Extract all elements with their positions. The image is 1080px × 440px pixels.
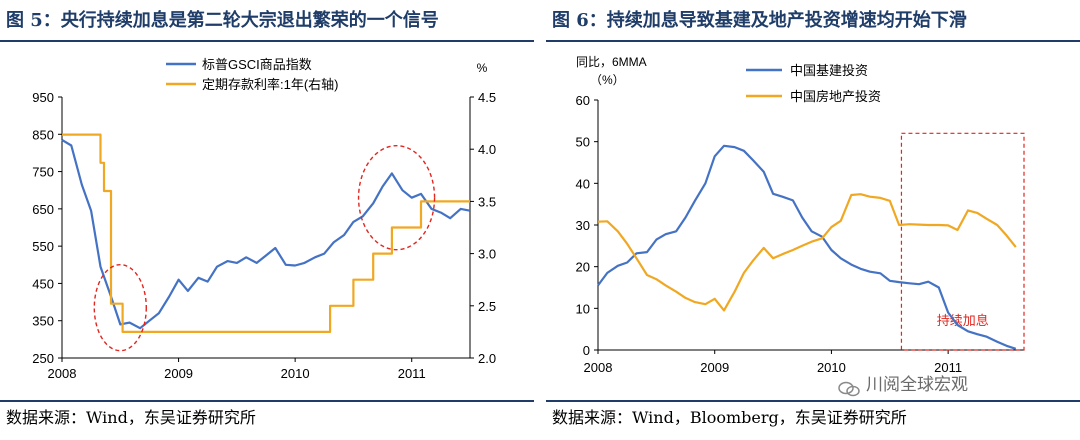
watermark: 川阅全球宏观 bbox=[838, 370, 1078, 400]
wechat-logo-icon bbox=[838, 377, 860, 397]
x-tick-label: 2008 bbox=[584, 360, 613, 375]
x-tick-label: 2009 bbox=[700, 360, 729, 375]
x-tick-label: 2008 bbox=[48, 366, 77, 381]
series-line-real-estate bbox=[597, 193, 1017, 312]
x-tick-label: 2010 bbox=[817, 360, 846, 375]
chart-title-right: 图 6：持续加息导致基建及地产投资增速均开始下滑 bbox=[552, 10, 967, 31]
x-tick-label: 2011 bbox=[398, 366, 426, 381]
y-right-unit: % bbox=[477, 61, 488, 75]
y-tick-label: 60 bbox=[576, 93, 590, 108]
series-line-infrastructure bbox=[597, 144, 1017, 350]
y-axis-label: 同比，6MMA bbox=[576, 55, 647, 69]
y-right-tick-label: 3.0 bbox=[478, 247, 496, 262]
y-tick-label: 40 bbox=[576, 176, 590, 191]
y-right-tick-label: 3.5 bbox=[478, 194, 496, 209]
source-note-left: 数据来源：Wind，东吴证券研究所 bbox=[6, 408, 256, 427]
legend-label: 中国基建投资 bbox=[790, 63, 868, 78]
annotation-label: 持续加息 bbox=[937, 313, 989, 328]
y-tick-label: 0 bbox=[583, 343, 590, 358]
legend-label: 标普GSCI商品指数 bbox=[202, 57, 312, 72]
watermark-text: 川阅全球宏观 bbox=[866, 375, 968, 395]
y-left-tick-label: 350 bbox=[32, 314, 54, 329]
chart-title-left: 图 5：央行持续加息是第二轮大宗退出繁荣的一个信号 bbox=[6, 10, 439, 31]
y-left-tick-label: 750 bbox=[32, 165, 54, 180]
y-tick-label: 10 bbox=[576, 301, 590, 316]
legend-label: 定期存款利率:1年(右轴) bbox=[202, 77, 339, 92]
annotation-rect bbox=[900, 132, 1025, 351]
y-right-tick-label: 4.5 bbox=[478, 90, 496, 105]
y-left-tick-label: 550 bbox=[32, 239, 54, 254]
chart-panel-left: 图 5：央行持续加息是第二轮大宗退出繁荣的一个信号 950 850 750 650 55… bbox=[0, 0, 534, 440]
y-tick-label: 50 bbox=[576, 135, 590, 150]
y-left-tick-label: 650 bbox=[32, 202, 54, 217]
source-rule-right bbox=[546, 400, 1080, 402]
series-line-deposit-rate bbox=[62, 133, 470, 333]
x-tick-label: 2011 bbox=[934, 360, 962, 375]
series-line-gsci bbox=[61, 138, 471, 330]
title-rule-right bbox=[546, 40, 1080, 42]
y-left-tick-label: 850 bbox=[32, 127, 54, 142]
x-tick-label: 2010 bbox=[281, 366, 310, 381]
y-tick-label: 30 bbox=[576, 218, 590, 233]
y-left-tick-label: 450 bbox=[32, 276, 54, 291]
annotation-ellipse-2008 bbox=[93, 263, 147, 352]
title-rule-left bbox=[0, 40, 534, 42]
y-left-tick-label: 950 bbox=[32, 90, 54, 105]
annotation-ellipse-2010 bbox=[357, 144, 436, 251]
y-right-tick-label: 2.0 bbox=[478, 351, 496, 366]
source-note-right: 数据来源：Wind，Bloomberg，东吴证券研究所 bbox=[552, 408, 907, 427]
chart-panel-right: 图 6：持续加息导致基建及地产投资增速均开始下滑 60 50 40 30 20 10 0 20… bbox=[546, 0, 1080, 440]
legend-label: 中国房地产投资 bbox=[790, 89, 881, 104]
y-tick-label: 20 bbox=[576, 260, 590, 275]
y-right-tick-label: 4.0 bbox=[478, 142, 496, 157]
y-axis-unit: （%） bbox=[590, 73, 625, 87]
chart-left-svg: 950 850 750 650 550 450 350 250 4.5 4.0 3.5 3.0 2.5 2… bbox=[32, 57, 496, 381]
y-left-tick-label: 250 bbox=[32, 351, 54, 366]
source-rule-left bbox=[0, 400, 534, 402]
x-tick-label: 2009 bbox=[164, 366, 193, 381]
y-right-tick-label: 2.5 bbox=[478, 299, 496, 314]
